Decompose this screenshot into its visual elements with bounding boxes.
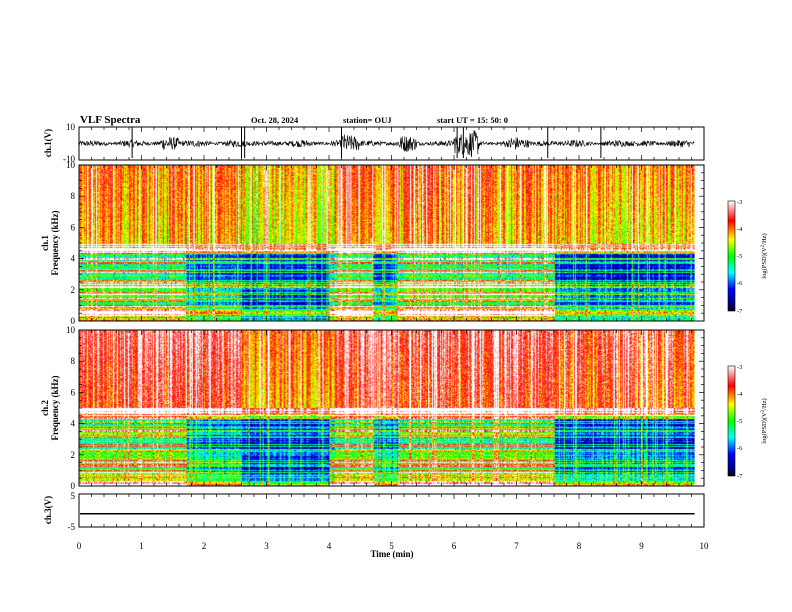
x-tick-label: 6 [452,541,457,551]
ch1-colorbar: -3 -4 -5 -6 -7 log(PSD)(V2/Hz) [727,199,768,315]
ch3-ytick-top: 5 [71,491,76,501]
x-tick-labels: 0 1 2 3 4 5 6 7 8 9 10 [77,541,709,551]
ch1-spectrogram-xticks [78,165,705,321]
x-tick-label: 9 [639,541,644,551]
y-tick-label: 6 [71,387,76,397]
x-tick-label: 2 [202,541,207,551]
x-tick-label: 10 [700,541,710,551]
ch1-colorbar-gradient [727,200,736,312]
y-tick-label: 4 [71,419,76,429]
x-tick-label: 8 [577,541,582,551]
ch2-colorbar-gradient [727,365,736,477]
x-tick-label: 5 [389,541,394,551]
ch2-colorbar-tick-m3: -3 [737,364,742,371]
ch2-spectrogram-panel: 0 2 4 6 8 10 ch.2 Frequency (kHz) [40,325,705,491]
y-tick-label: 4 [71,254,76,264]
x-tick-label: 4 [327,541,332,551]
y-tick-label: 6 [71,222,76,232]
ch3-ylabel: ch.3(V) [43,496,53,524]
ch2-colorbar-tick-m6: -6 [737,445,743,452]
ch2-colorbar-tick-m4: -4 [737,391,743,398]
x-tick-label: 1 [139,541,144,551]
x-tick-label: 0 [77,541,82,551]
ch1-waveform-line [78,130,695,158]
ch1-waveform-ticks [78,127,705,160]
ch3-ytick-bottom: -5 [68,522,76,532]
ch1-waveform-panel: 10 -10 ch.1(V) [43,122,705,164]
ch1-spectrogram-ylabel: Frequency (kHz) [50,210,60,275]
x-tick-label: 3 [264,541,269,551]
ch1-spectrogram-panel: 0 2 4 6 8 10 ch.1 Frequency (kHz) [40,160,705,326]
ch1-ytick-bottom: -10 [63,154,75,164]
y-tick-label: 2 [71,450,76,460]
ch3-ticks [78,494,705,527]
ch1-waveform-ylabel: ch.1(V) [43,129,53,157]
ch1-colorbar-tick-m4: -4 [737,226,743,233]
ch2-colorbar-label: log(PSD)(V2/Hz) [761,398,768,443]
x-axis-label: Time (min) [370,549,413,559]
y-tick-label: 0 [71,481,76,491]
ch2-spectrogram-xticks [78,330,705,486]
date-label: Oct. 28, 2024 [251,115,299,125]
start-time-label: start UT = 15: 50: 0 [437,115,508,125]
ch1-colorbar-label: log(PSD)(V2/Hz) [761,233,768,278]
ch2-spectrogram-image [79,330,695,486]
y-tick-label: 8 [71,356,76,366]
ch2-spectrogram-ylabel: Frequency (kHz) [50,375,60,440]
ch2-colorbar-tick-m5: -5 [737,418,742,425]
ch2-colorbar-tick-m7: -7 [737,473,743,480]
ch1-spectrogram-channel-label: ch.1 [40,235,50,251]
y-tick-label: 10 [66,160,76,170]
figure-title: VLF Spectra [80,114,141,126]
ch1-spikes [131,127,602,158]
ch3-panel: 5 -5 ch.3(V) [43,491,705,532]
station-label: station= OUJ [343,115,392,125]
ch2-colorbar: -3 -4 -5 -6 -7 log(PSD)(V2/Hz) [727,364,768,480]
y-tick-label: 10 [66,325,76,335]
y-tick-label: 8 [71,191,76,201]
ch1-colorbar-tick-m6: -6 [737,280,743,287]
ch1-spectrogram-yticks: 0 2 4 6 8 10 [66,160,704,326]
ch1-colorbar-tick-m5: -5 [737,253,742,260]
x-tick-label: 7 [514,541,519,551]
y-tick-label: 2 [71,285,76,295]
ch3-frame [78,493,705,528]
ch1-ytick-top: 10 [66,122,76,132]
ch1-colorbar-tick-m3: -3 [737,199,742,206]
ch1-spectrogram-image [79,165,695,321]
ch2-spectrogram-channel-label: ch.2 [40,400,50,416]
ch2-spectrogram-yticks: 0 2 4 6 8 10 [66,325,704,491]
y-tick-label: 0 [71,316,76,326]
ch1-colorbar-tick-m7: -7 [737,308,743,315]
